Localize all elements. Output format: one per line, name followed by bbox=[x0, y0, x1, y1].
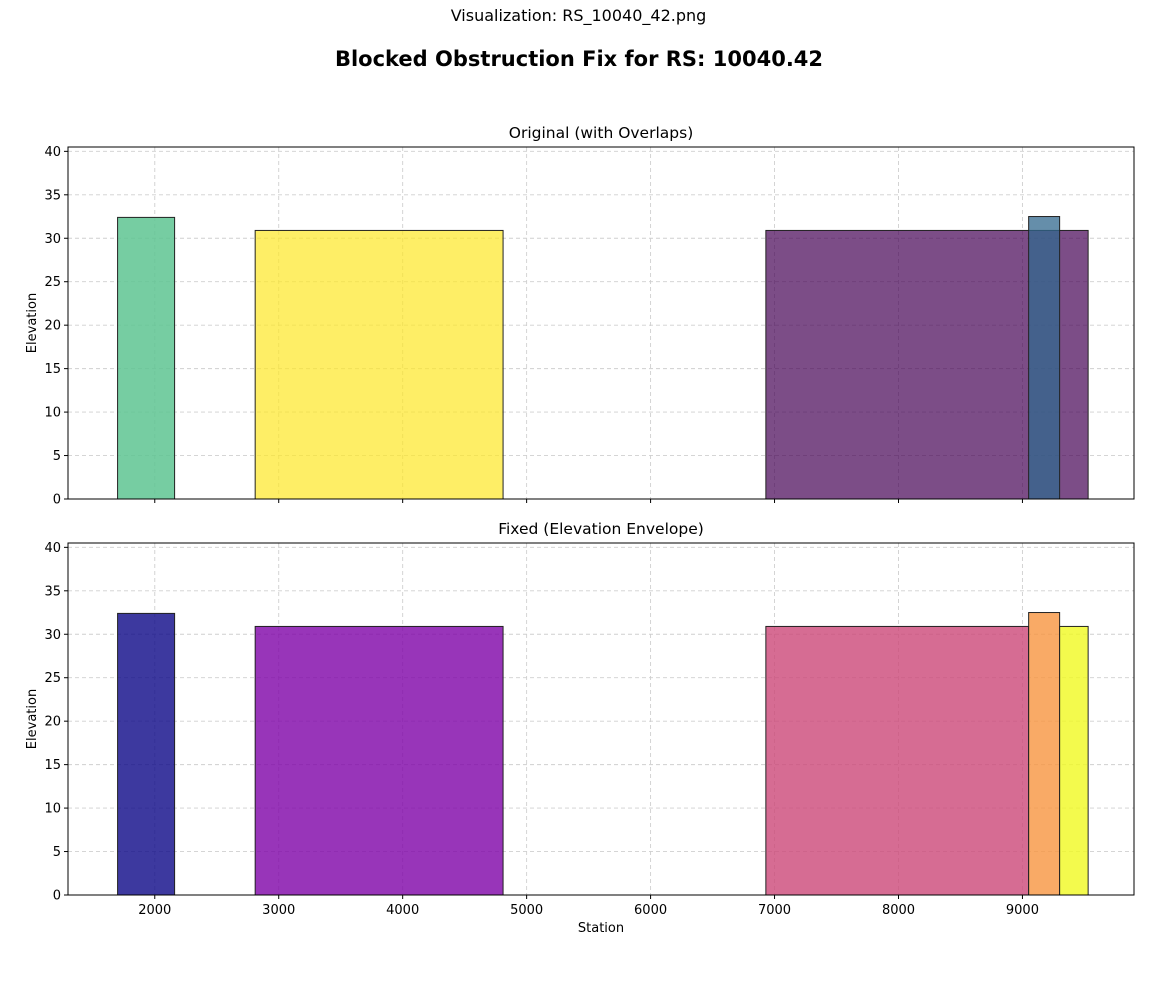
y-tick-label: 15 bbox=[44, 362, 61, 377]
x-tick-label: 3000 bbox=[262, 903, 295, 918]
y-axis-label: Elevation bbox=[25, 293, 40, 353]
chart-panels: 0 5 10 15 20 25 30 35 40 Original (with Overlaps)… bbox=[25, 124, 1135, 936]
x-tick-label: 2000 bbox=[138, 903, 171, 918]
y-tick-label: 40 bbox=[44, 145, 61, 160]
y-tick-label: 10 bbox=[44, 406, 61, 421]
y-tick-label: 30 bbox=[44, 232, 61, 247]
file-caption: Visualization: RS_10040_42.png bbox=[450, 6, 707, 25]
x-tick-label: 7000 bbox=[758, 903, 791, 918]
obstruction-bar-1 bbox=[117, 216, 176, 500]
obstruction-bar-2 bbox=[254, 229, 504, 500]
x-axis-label: Station bbox=[578, 921, 624, 936]
obstruction-bar-2 bbox=[254, 625, 504, 896]
x-tick-label: 8000 bbox=[882, 903, 915, 918]
y-tick-label: 20 bbox=[44, 319, 61, 334]
x-tick-label: 5000 bbox=[510, 903, 543, 918]
y-tick-label: 20 bbox=[44, 715, 61, 730]
y-tick-label: 35 bbox=[44, 584, 61, 599]
y-tick-label: 0 bbox=[53, 493, 61, 508]
obstruction-bar-1 bbox=[117, 612, 176, 896]
obstruction-bar-4 bbox=[1028, 216, 1061, 500]
x-tick-label: 4000 bbox=[386, 903, 419, 918]
y-tick-label: 10 bbox=[44, 802, 61, 817]
axes-frame bbox=[67, 146, 1135, 500]
panel-title: Fixed (Elevation Envelope) bbox=[498, 520, 704, 538]
y-tick-label: 5 bbox=[53, 449, 61, 464]
y-axis-label: Elevation bbox=[25, 689, 40, 749]
y-tick-label: 25 bbox=[44, 671, 61, 686]
y-tick-label: 40 bbox=[44, 541, 61, 556]
chart-panel-1: 0 5 10 15 20 25 30 35 40 Original (with Overlaps)… bbox=[25, 124, 1135, 508]
obstruction-bar-3 bbox=[765, 625, 1030, 896]
y-tick-label: 0 bbox=[53, 889, 61, 904]
y-tick-label: 30 bbox=[44, 628, 61, 643]
y-tick-label: 15 bbox=[44, 758, 61, 773]
y-tick-label: 35 bbox=[44, 188, 61, 203]
y-tick-label: 5 bbox=[53, 845, 61, 860]
y-tick-label: 25 bbox=[44, 275, 61, 290]
x-tick-label: 9000 bbox=[1006, 903, 1039, 918]
chart-suptitle: Blocked Obstruction Fix for RS: 10040.42 bbox=[335, 47, 823, 71]
axes-frame bbox=[67, 542, 1135, 896]
obstruction-bar-4 bbox=[1028, 612, 1061, 896]
obstruction-bar-5 bbox=[1059, 625, 1089, 896]
x-tick-label: 6000 bbox=[634, 903, 667, 918]
chart-panel-2: 0 5 10 15 20 25 30 35 40 2000 3000 4000 5000 6000 7000… bbox=[25, 520, 1135, 936]
panel-title: Original (with Overlaps) bbox=[509, 124, 694, 142]
